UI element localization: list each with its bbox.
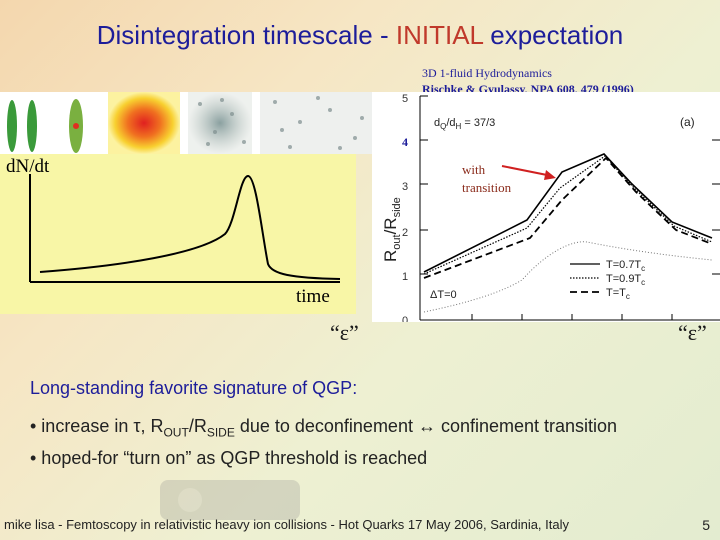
annotation-arrowhead (544, 170, 556, 180)
collision-evolution-images (0, 92, 372, 154)
y-tick-5: 5 (402, 93, 408, 105)
legend-dT0: ΔT=0 (430, 289, 457, 301)
legend-t07: T=0.7Tc (606, 259, 645, 273)
title-text-end: expectation (483, 20, 624, 50)
slide-title: Disintegration timescale - INITIAL expec… (0, 20, 720, 51)
bullet-2: • hoped-for “turn on” as QGP threshold i… (30, 448, 428, 468)
nucleus-pancake-right (27, 100, 37, 152)
bullet-heading: Long-standing favorite signature of QGP: (30, 378, 358, 398)
expanding-medium (188, 92, 252, 154)
reference-model: 3D 1-fluid Hydrodynamics (422, 66, 552, 80)
sketch-ylabel: dN/dt (6, 156, 50, 177)
annotation-arrow (501, 165, 553, 177)
legend-t09: T=0.9Tc (606, 273, 645, 287)
fireball (108, 92, 180, 154)
freezeout-cloud (260, 92, 372, 154)
rout-rside-plot: 5 4 3 2 1 0 Rout/Rside dQ/dH = 37/3 (a) … (372, 92, 720, 322)
annotation-transition: transition (462, 180, 512, 195)
y-tick-1: 1 (402, 271, 408, 283)
nucleus-pancake-left (7, 100, 17, 152)
ratio-parameter: dQ/dH = 37/3 (434, 117, 495, 131)
title-highlight: INITIAL (395, 20, 484, 50)
dndt-curve (39, 174, 341, 280)
annotation-with: with (462, 162, 486, 177)
page-number: 5 (702, 517, 710, 533)
y-tick-3: 3 (402, 181, 408, 193)
title-text: Disintegration timescale - (96, 20, 396, 50)
epsilon-label-left: “ε” (330, 320, 359, 345)
curve-T07 (423, 153, 713, 273)
dndt-sketch-plot: dN/dt time (6, 156, 341, 307)
curve-T09 (423, 155, 713, 275)
tape-measure-decoration (160, 480, 300, 520)
y-tick-2: 2 (402, 227, 408, 239)
bullet-1: • increase in τ, ROUT/RSIDE due to decon… (30, 416, 618, 440)
epsilon-label-right: “ε” (678, 320, 707, 345)
panel-label: (a) (680, 115, 695, 129)
y-tick-4: 4 (402, 135, 408, 149)
y-tick-0: 0 (402, 315, 408, 322)
sketch-xlabel: time (296, 286, 330, 307)
footer-text: mike lisa - Femtoscopy in relativistic h… (4, 517, 569, 532)
curve-TTc (423, 156, 713, 279)
y-axis-label: Rout/Rside (381, 197, 403, 262)
legend-ttc: T=Tc (606, 287, 630, 301)
